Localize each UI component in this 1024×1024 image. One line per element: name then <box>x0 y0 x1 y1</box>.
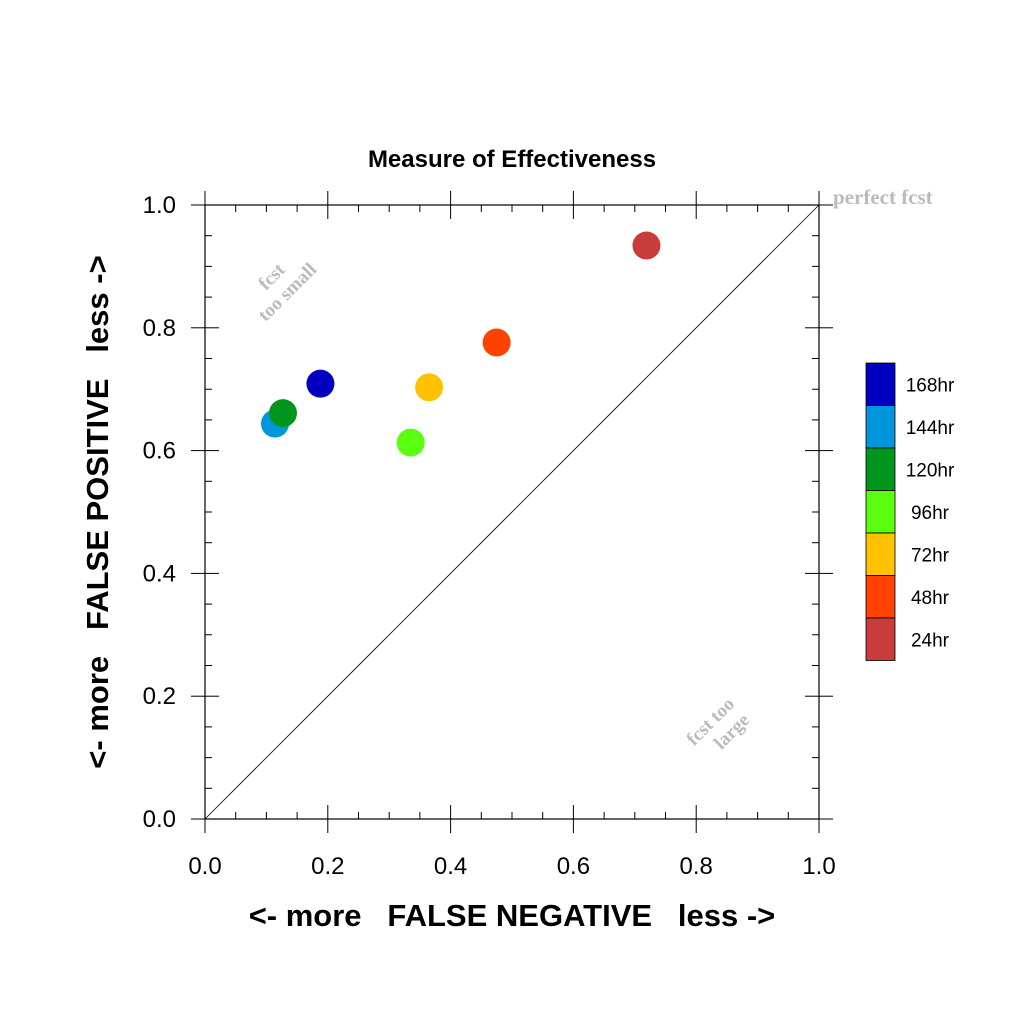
legend-swatch-144hr <box>865 405 896 449</box>
legend-label-96hr: 96hr <box>911 503 950 524</box>
annotation-too-small: fcst too small <box>254 259 321 326</box>
y-tick-label: 0.4 <box>143 560 176 587</box>
legend-label-48hr: 48hr <box>911 588 950 609</box>
legend-label-120hr: 120hr <box>906 460 955 481</box>
legend-swatch-72hr <box>865 532 896 576</box>
point-168hr <box>306 369 335 398</box>
legend-label-144hr: 144hr <box>906 418 955 439</box>
y-tick-label: 0.6 <box>143 438 176 465</box>
legend-label-72hr: 72hr <box>911 545 950 566</box>
y-tick-label: 1.0 <box>143 192 176 219</box>
chart-title: Measure of Effectiveness <box>368 146 656 173</box>
plot-area <box>191 191 833 833</box>
x-tick-label: 1.0 <box>802 853 835 880</box>
legend-label-24hr: 24hr <box>911 630 950 651</box>
data-points <box>260 231 661 457</box>
legend-swatch-168hr <box>865 362 896 406</box>
legend: 168hr 144hr 120hr 96hr 72hr 48hr 24hr <box>865 362 955 661</box>
x-tick-label: 0.8 <box>680 853 713 880</box>
annotation-perfect-forecast: perfect fcst <box>833 185 933 209</box>
x-tick-labels: 0.0 0.2 0.4 0.6 0.8 1.0 <box>188 853 835 880</box>
y-axis-label: <- more FALSE POSITIVE less -> <box>80 255 115 768</box>
legend-swatch-24hr <box>865 617 896 661</box>
x-tick-label: 0.6 <box>557 853 590 880</box>
annotation-too-large: fcst too large <box>683 694 754 754</box>
y-tick-label: 0.0 <box>143 806 176 833</box>
legend-swatch-48hr <box>865 575 896 619</box>
y-tick-labels: 0.0 0.2 0.4 0.6 0.8 1.0 <box>143 192 176 833</box>
perfect-forecast-diagonal <box>204 204 820 820</box>
legend-swatch-120hr <box>865 447 896 491</box>
x-tick-label: 0.2 <box>311 853 344 880</box>
point-120hr <box>268 399 297 428</box>
x-tick-label: 0.0 <box>188 853 221 880</box>
legend-label-168hr: 168hr <box>906 375 955 396</box>
y-tick-label: 0.2 <box>143 683 176 710</box>
point-48hr <box>482 328 511 357</box>
x-tick-label: 0.4 <box>434 853 467 880</box>
legend-swatch-96hr <box>865 490 896 534</box>
point-96hr <box>396 428 425 457</box>
axis-ticks <box>191 191 833 833</box>
y-tick-label: 0.8 <box>143 315 176 342</box>
x-axis-label: <- more FALSE NEGATIVE less -> <box>249 898 776 933</box>
point-24hr <box>632 231 661 260</box>
point-72hr <box>415 373 444 402</box>
